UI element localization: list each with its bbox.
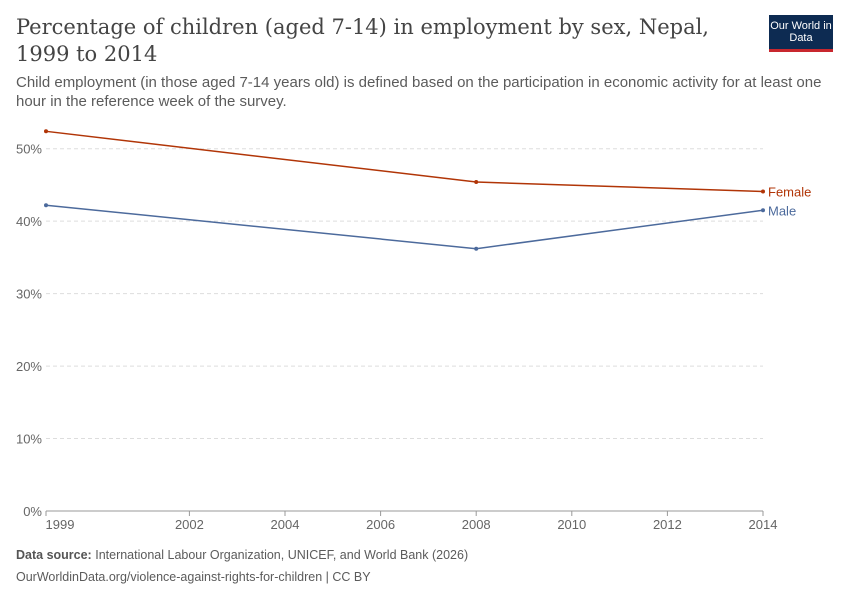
- x-tick-label: 2012: [653, 517, 682, 532]
- data-point-male: [761, 208, 765, 213]
- series-line-female: [45, 130, 764, 193]
- data-point-male: [44, 203, 48, 208]
- y-tick-label: 10%: [16, 432, 42, 447]
- owid-logo[interactable]: Our World in Data: [769, 15, 833, 52]
- x-tick-label: 2008: [462, 517, 491, 532]
- y-tick-label: 0%: [23, 504, 42, 519]
- data-source: Data source: International Labour Organi…: [16, 548, 468, 562]
- chart-subtitle: Child employment (in those aged 7-14 yea…: [16, 74, 822, 110]
- x-tick-label: 2010: [557, 517, 586, 532]
- series-label-female: Female: [768, 184, 811, 199]
- data-point-female: [44, 129, 48, 134]
- y-tick-label: 40%: [16, 214, 42, 229]
- x-tick-label: 1999: [46, 517, 75, 532]
- x-tick-label: 2014: [749, 517, 778, 532]
- data-point-female: [761, 189, 765, 194]
- data-point-male: [474, 246, 479, 251]
- x-tick-label: 2006: [366, 517, 395, 532]
- x-tick-label: 2004: [271, 517, 300, 532]
- y-tick-label: 20%: [16, 359, 42, 374]
- series-line-male: [45, 204, 764, 250]
- y-tick-label: 50%: [16, 142, 42, 157]
- x-tick-label: 2002: [175, 517, 204, 532]
- source-label: Data source:: [16, 548, 92, 562]
- source-text[interactable]: International Labour Organization, UNICE…: [95, 548, 469, 562]
- source-url[interactable]: OurWorldinData.org/violence-against-righ…: [16, 570, 371, 584]
- y-tick-label: 30%: [16, 287, 42, 302]
- series-label-male: Male: [768, 203, 796, 218]
- chart-title: Percentage of children (aged 7-14) in em…: [16, 15, 709, 66]
- data-point-female: [474, 180, 479, 185]
